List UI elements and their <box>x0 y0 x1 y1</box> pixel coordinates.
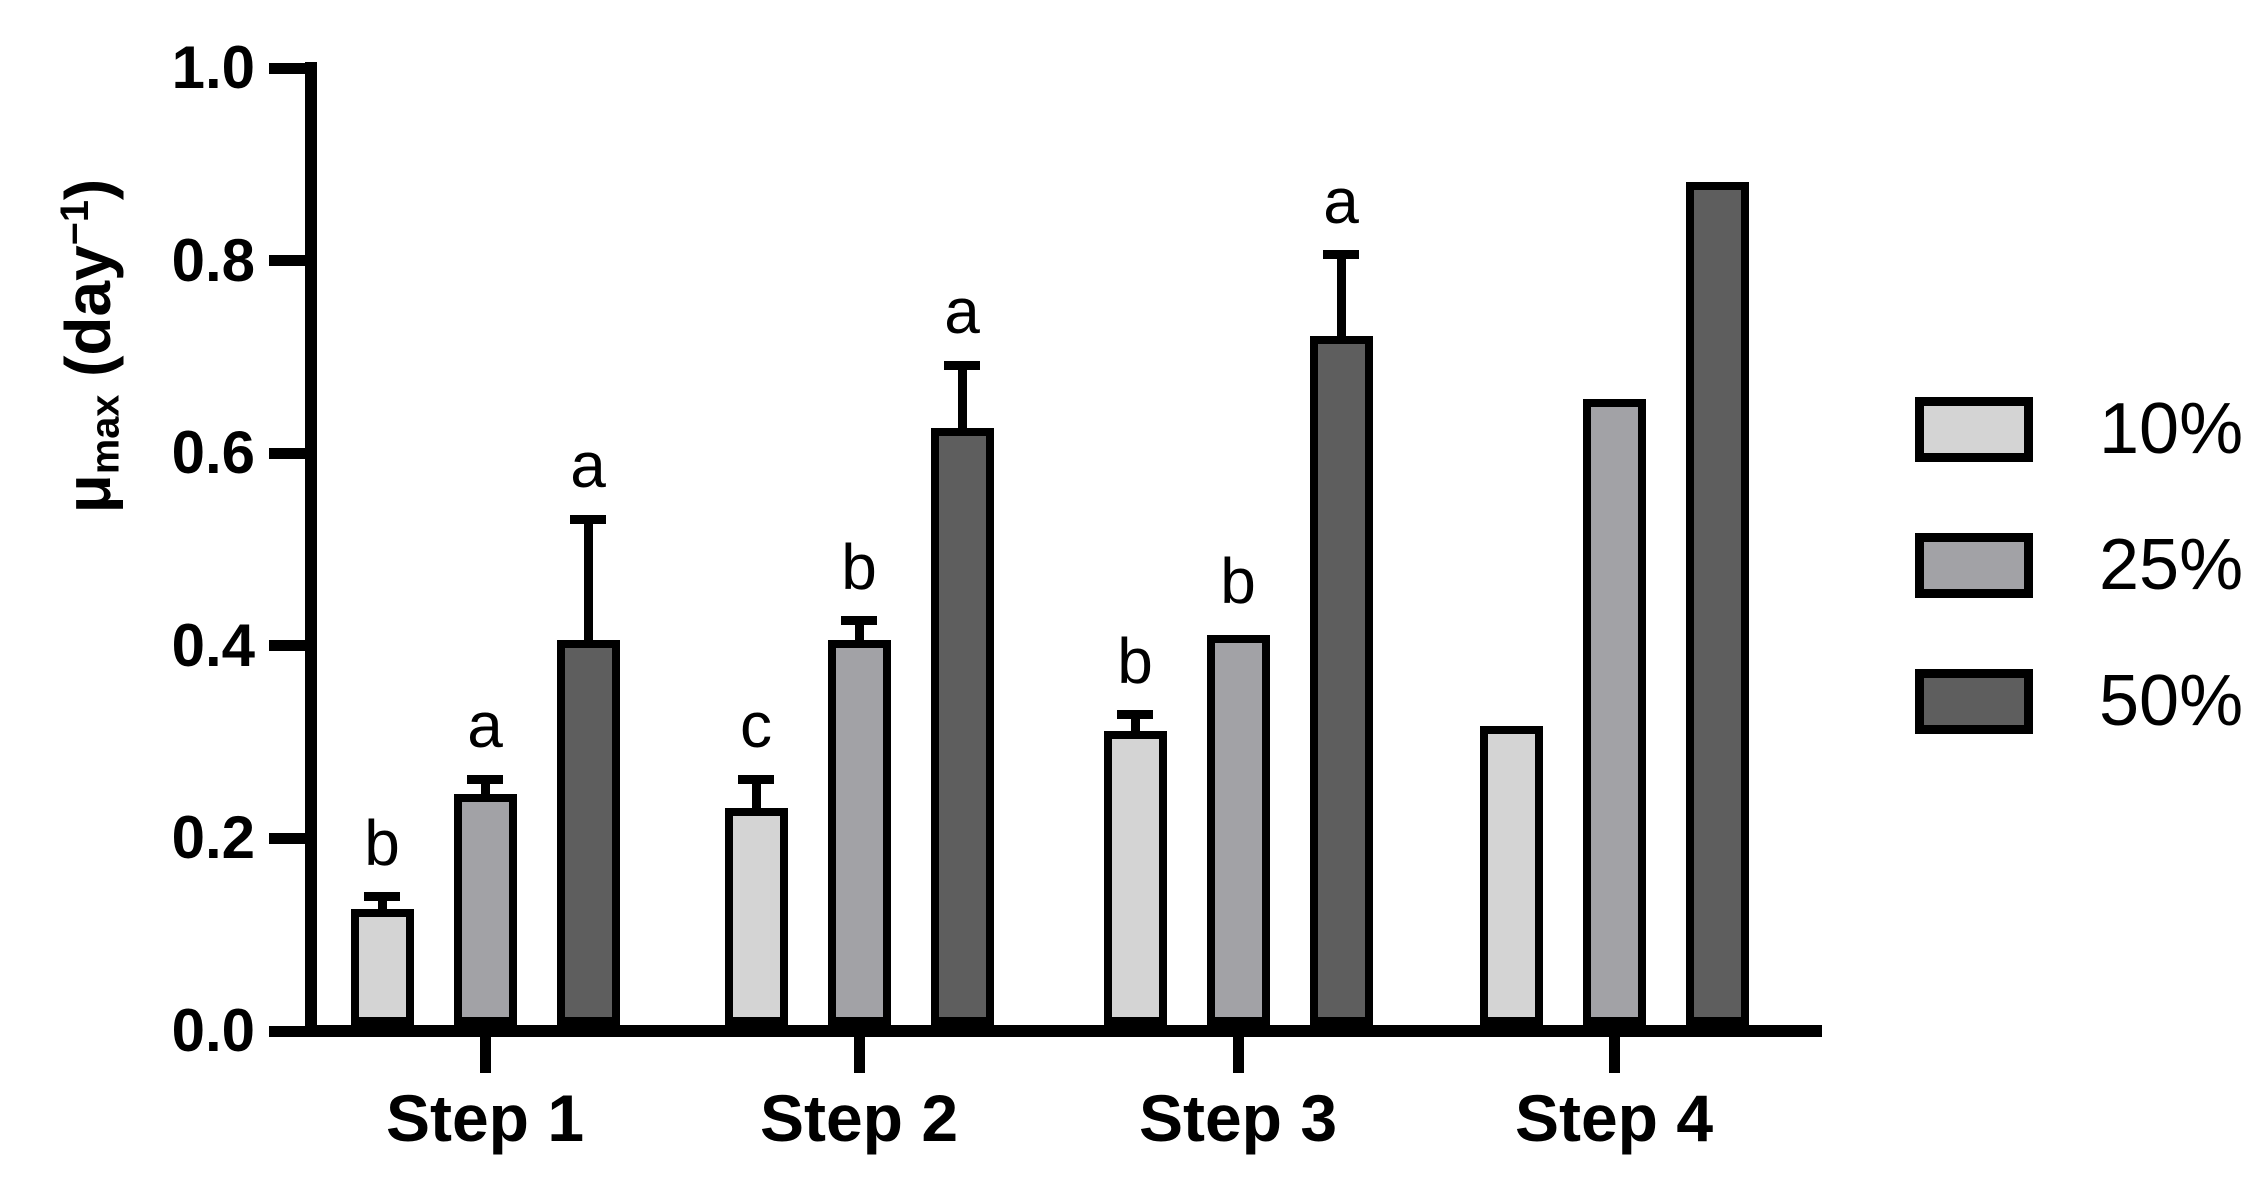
bar-step-2-10pct <box>724 808 788 1025</box>
y-tick-label: 0.0 <box>171 997 255 1064</box>
y-tick <box>269 1025 305 1037</box>
error-bar-whisker <box>751 779 761 809</box>
bar-step-4-25pct <box>1582 399 1646 1025</box>
error-bar-whisker <box>957 365 967 428</box>
x-tick-label: Step 3 <box>1138 1081 1338 1155</box>
significance-letter: b <box>1117 624 1153 697</box>
legend-label: 50% <box>2099 661 2244 741</box>
error-bar-cap <box>467 774 503 784</box>
legend-label: 10% <box>2099 389 2244 469</box>
x-tick <box>1232 1037 1244 1073</box>
error-bar-cap <box>364 892 400 902</box>
bar-step-4-50pct <box>1685 182 1749 1025</box>
bar-step-2-25pct <box>827 639 891 1025</box>
y-axis-title-end: ) <box>51 178 124 201</box>
error-bar-cap <box>944 360 980 370</box>
bar-step-2-50pct <box>930 427 994 1025</box>
significance-letter: b <box>364 806 400 879</box>
significance-letter: b <box>841 530 877 603</box>
legend-swatch <box>1915 396 2033 462</box>
y-tick <box>269 832 305 844</box>
y-tick-label: 0.6 <box>171 419 255 487</box>
error-bar-whisker <box>1336 254 1346 337</box>
y-tick <box>269 62 305 74</box>
error-bar-whisker <box>583 519 593 640</box>
legend-item-25pct: 25% <box>1915 529 2243 601</box>
significance-letter: a <box>570 429 606 502</box>
y-tick-label: 1.0 <box>171 34 255 101</box>
error-bar-cap <box>570 514 606 524</box>
legend-label: 25% <box>2099 525 2244 605</box>
x-tick-label: Step 4 <box>1514 1081 1714 1155</box>
bar-step-4-10pct <box>1479 726 1543 1025</box>
legend: 10% 25% 50% <box>1915 393 2243 801</box>
significance-letter: a <box>944 275 980 348</box>
bar-step-3-10pct <box>1103 731 1167 1025</box>
plot-area: 0.0 0.2 0.4 0.6 0.8 1.0 Step 1 b a a Step 2 c b a Step… <box>172 34 1822 1151</box>
significance-letter: c <box>740 689 772 762</box>
legend-item-10pct: 10% <box>1915 393 2243 465</box>
error-bar-cap <box>738 774 774 784</box>
error-bar-whisker <box>480 779 490 794</box>
y-tick <box>269 447 305 459</box>
significance-letter: a <box>467 689 503 762</box>
x-tick-label: Step 2 <box>759 1081 959 1155</box>
error-bar-cap <box>1117 710 1153 720</box>
bar-step-3-50pct <box>1309 336 1373 1025</box>
y-tick <box>269 640 305 652</box>
error-bar-whisker <box>377 896 387 910</box>
x-tick <box>479 1037 491 1073</box>
error-bar-whisker <box>854 620 864 640</box>
x-tick <box>1608 1037 1620 1073</box>
x-tick-label: Step 1 <box>385 1081 585 1155</box>
error-bar-cap <box>1323 250 1359 260</box>
significance-letter: b <box>1220 545 1256 617</box>
bar-step-1-50pct <box>556 639 620 1025</box>
significance-letter: a <box>1323 164 1359 237</box>
error-bar-whisker <box>1130 714 1140 732</box>
legend-swatch <box>1915 532 2033 598</box>
error-bar-cap <box>841 616 877 626</box>
y-tick-label: 0.4 <box>171 611 255 679</box>
y-tick-label: 0.2 <box>171 804 255 872</box>
bar-step-1-25pct <box>453 793 517 1025</box>
legend-swatch <box>1915 668 2033 734</box>
x-tick <box>853 1037 865 1073</box>
y-tick-label: 0.8 <box>171 226 255 294</box>
legend-item-50pct: 50% <box>1915 665 2243 737</box>
y-tick <box>269 255 305 267</box>
bar-step-1-10pct <box>350 909 414 1025</box>
bar-step-3-25pct <box>1206 635 1270 1025</box>
